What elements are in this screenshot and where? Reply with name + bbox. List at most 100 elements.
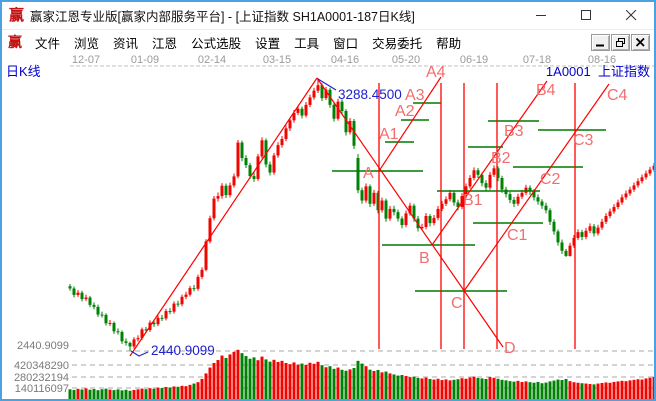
candle-body xyxy=(296,108,300,113)
volume-bar xyxy=(92,389,96,399)
volume-bar xyxy=(244,356,248,399)
kline-chart-canvas[interactable]: 12-07 01-09 02-14 03-15 04-16 05-20 06-19 07-18… xyxy=(2,53,654,401)
candle-body xyxy=(520,192,524,197)
volume-bar xyxy=(88,389,92,399)
candle-body xyxy=(164,311,168,319)
candle-body xyxy=(640,177,644,182)
volume-bar xyxy=(476,377,480,399)
candle-body xyxy=(488,174,492,188)
window-controls xyxy=(519,2,654,29)
axis-label: 420348290 xyxy=(14,360,69,372)
volume-bar xyxy=(308,362,312,399)
volume-bar xyxy=(260,356,264,399)
date-tick-label: 01-09 xyxy=(131,54,159,66)
volume-bar xyxy=(292,362,296,399)
candle-body xyxy=(260,140,264,157)
candle-body xyxy=(184,294,188,297)
volume-bar xyxy=(236,349,240,399)
title-bar: 赢 赢家江恩专业版[赢家内部服务平台] - [上证指数 SH1A0001-187… xyxy=(2,2,654,30)
volume-bar xyxy=(484,379,488,399)
menu-item[interactable]: 江恩 xyxy=(152,36,178,51)
menu-item[interactable]: 公式选股 xyxy=(191,36,242,51)
volume-bar xyxy=(248,358,252,399)
volume-bar xyxy=(456,379,460,399)
volume-bar xyxy=(304,364,308,399)
volume-bar xyxy=(360,363,364,399)
volume-bar xyxy=(584,383,588,399)
menu-item[interactable]: 工具 xyxy=(294,36,320,51)
candle-body xyxy=(176,303,180,305)
candle-body xyxy=(128,342,132,347)
low-price-mark-label: 2440.9099 xyxy=(151,343,215,358)
candle-body xyxy=(596,227,600,234)
volume-bar xyxy=(604,382,608,399)
candle-body xyxy=(144,329,148,331)
minimize-icon xyxy=(536,15,546,16)
menu-item[interactable]: 交易委托 xyxy=(372,36,423,51)
candle-body xyxy=(212,198,216,219)
candle-body xyxy=(516,196,520,204)
gann-trend-line-rally xyxy=(129,77,318,357)
candle-body xyxy=(496,168,500,178)
candle-body xyxy=(372,192,376,204)
volume-bar xyxy=(448,380,452,399)
volume-bar xyxy=(416,377,420,399)
volume-bar xyxy=(412,376,416,399)
volume-bar xyxy=(492,377,496,399)
candle-body xyxy=(456,202,460,207)
candle-body xyxy=(160,317,164,319)
gann-label-B4: B4 xyxy=(536,82,556,99)
volume-bar xyxy=(132,389,136,399)
app-logo-icon: 赢 xyxy=(9,7,25,24)
candle-body xyxy=(504,189,508,195)
candle-body xyxy=(320,85,324,99)
volume-bar xyxy=(152,388,156,399)
candle-body xyxy=(92,304,96,307)
volume-bar xyxy=(496,378,500,399)
menu-item[interactable]: 设置 xyxy=(255,36,281,51)
date-tick-label: 07-18 xyxy=(523,54,551,66)
candle-body xyxy=(536,197,540,202)
gann-label-C4: C4 xyxy=(607,87,628,104)
low-price-mark-line xyxy=(130,350,149,357)
menu-item[interactable]: 文件 xyxy=(35,36,61,51)
candle-body xyxy=(564,250,568,256)
volume-bar xyxy=(364,366,368,399)
menu-item[interactable]: 窗口 xyxy=(333,36,359,51)
candle-body xyxy=(552,221,556,232)
volume-bar xyxy=(556,379,560,399)
volume-bar xyxy=(528,382,532,399)
candle-body xyxy=(628,189,632,194)
gann-label-B2: B2 xyxy=(491,150,511,167)
candle-body xyxy=(620,197,624,203)
candle-body xyxy=(140,329,144,339)
candle-body xyxy=(368,186,372,204)
candle-body xyxy=(476,170,480,175)
candle-body xyxy=(428,216,432,224)
candle-body xyxy=(268,164,272,173)
volume-bar xyxy=(84,388,88,399)
menu-item[interactable]: 帮助 xyxy=(436,36,462,51)
volume-bar xyxy=(96,390,100,399)
volume-bar xyxy=(548,381,552,399)
maximize-button[interactable] xyxy=(564,2,609,29)
volume-bar xyxy=(300,363,304,399)
mdi-restore-button[interactable] xyxy=(611,33,630,51)
gann-label-B3: B3 xyxy=(504,123,524,140)
volume-bar xyxy=(80,389,84,399)
axis-label: 280232194 xyxy=(14,372,69,384)
mdi-close-button[interactable] xyxy=(631,33,650,51)
mdi-minimize-button[interactable] xyxy=(591,33,610,51)
candle-body xyxy=(264,140,268,165)
close-button[interactable] xyxy=(609,2,654,29)
menu-item[interactable]: 浏览 xyxy=(74,36,100,51)
gann-trend-line-fan-b xyxy=(431,80,548,246)
chart-window[interactable]: 12-07 01-09 02-14 03-15 04-16 05-20 06-19 07-18… xyxy=(2,53,654,399)
menu-item[interactable]: 资讯 xyxy=(113,36,139,51)
volume-bar xyxy=(516,380,520,399)
candle-body xyxy=(624,193,628,198)
minimize-button[interactable] xyxy=(519,2,564,29)
candle-body xyxy=(608,211,612,217)
candle-body xyxy=(356,158,360,191)
candle-body xyxy=(408,205,412,214)
